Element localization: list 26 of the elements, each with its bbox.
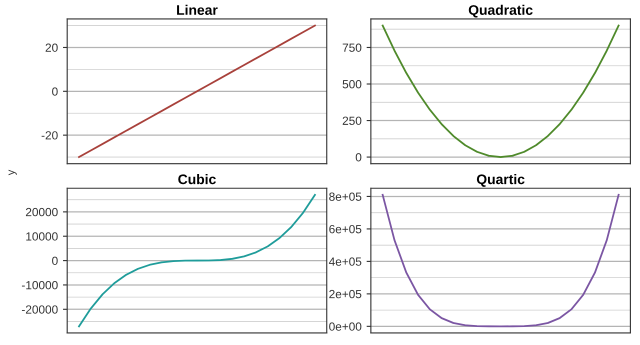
line-series bbox=[382, 194, 620, 328]
y-tick-label: 750 bbox=[342, 44, 362, 52]
y-tick-label: 2e+05 bbox=[329, 290, 362, 298]
y-tick-label: 250 bbox=[342, 116, 362, 125]
y-tick-label: 4e+05 bbox=[328, 257, 362, 266]
y-tick-label: -20000 bbox=[22, 305, 58, 314]
y-tick-label: -10000 bbox=[22, 280, 58, 290]
y-tick-label: 0 bbox=[356, 153, 362, 162]
line-series bbox=[78, 194, 316, 328]
y-tick-label: 6e+05 bbox=[329, 224, 362, 234]
y-tick-label: 20 bbox=[46, 44, 58, 52]
chart-title: Cubic bbox=[178, 174, 216, 184]
y-tick-label: 0 bbox=[52, 87, 58, 96]
line-series bbox=[382, 24, 620, 158]
y-tick-label: 10000 bbox=[26, 232, 58, 241]
y-tick-label: 500 bbox=[342, 80, 362, 88]
chart-title: Quartic bbox=[476, 174, 525, 187]
chart-title: Quadratic bbox=[468, 4, 533, 18]
y-tick-label: 20000 bbox=[26, 208, 58, 216]
chart-title: Linear bbox=[177, 4, 218, 15]
y-tick-label: -20 bbox=[42, 131, 58, 140]
y-tick-label: 0e+00 bbox=[329, 322, 362, 331]
y-axis-title: y bbox=[8, 170, 17, 176]
y-tick-label: 8e+05 bbox=[329, 192, 362, 201]
line-series bbox=[78, 24, 316, 158]
y-tick-label: 0 bbox=[52, 256, 58, 265]
